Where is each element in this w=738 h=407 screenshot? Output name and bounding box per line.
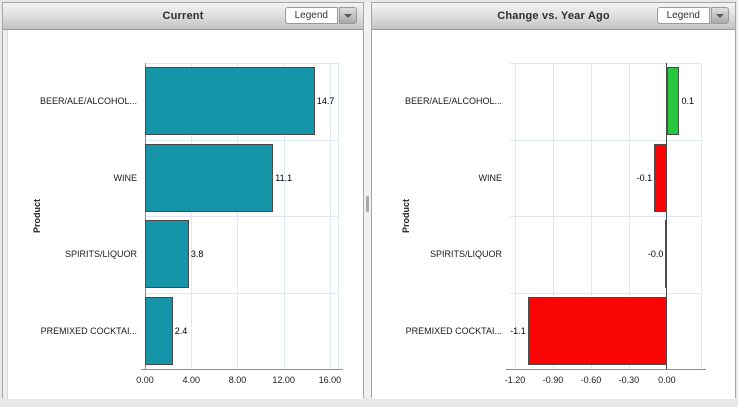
zero-axis-line: [666, 63, 668, 369]
x-tick-label: -0.30: [618, 375, 640, 385]
gridline-h: [145, 216, 338, 217]
x-axis-line: [506, 369, 706, 370]
gridline-h: [145, 63, 338, 64]
bar-premixed-cocktai[interactable]: [527, 296, 667, 365]
gridline-h: [510, 292, 701, 294]
x-tick-label: -1.20: [504, 375, 526, 385]
gridline-v: [237, 63, 239, 369]
value-label: 14.7: [316, 96, 335, 107]
bar-wine[interactable]: [654, 143, 667, 212]
x-tick-label: -0.90: [542, 375, 564, 385]
gridline-h: [145, 292, 338, 294]
category-label: WINE: [113, 172, 138, 183]
y-axis-title: Product: [32, 198, 42, 234]
category-label: PREMIXED COCKTAI...: [40, 325, 137, 336]
panel-current: Current Legend 0.00 4.00 8.00 12.00 16.00 BEE…: [2, 2, 364, 399]
panel-current-header: Current Legend: [3, 3, 363, 30]
gridline-h: [145, 139, 338, 141]
plot-right-edge: [701, 63, 702, 369]
bar-beer-ale-alcohol[interactable]: [145, 67, 315, 136]
zero-axis-line: [144, 63, 146, 369]
x-tick-label: 0.00: [658, 375, 676, 385]
category-label: BEER/ALE/ALCOHOL...: [404, 96, 502, 107]
change-chart: -1.20 -0.90 -0.60 -0.30 0.00 BEER/ALE/ALCOHOL…: [372, 30, 735, 399]
gridline-h: [510, 63, 701, 64]
current-chart: 0.00 4.00 8.00 12.00 16.00 BEER/ALE/ALCOHOL..…: [3, 30, 363, 399]
splitter-grip-icon[interactable]: [366, 196, 369, 212]
legend-button-label[interactable]: Legend: [284, 7, 338, 24]
value-label: 0.1: [681, 96, 694, 107]
gridline-v: [191, 63, 193, 369]
value-label: 3.8: [190, 249, 204, 260]
category-label: WINE: [478, 172, 503, 183]
x-tick-label: 4.00: [182, 375, 200, 385]
plot-right-edge: [338, 63, 339, 369]
gridline-v: [329, 63, 331, 369]
gridline-h: [510, 139, 701, 141]
gridline-v: [515, 63, 517, 369]
value-label: -0.0: [647, 249, 664, 260]
chevron-down-icon[interactable]: [711, 7, 729, 24]
panel-change-vs-year-ago: Change vs. Year Ago Legend -1.20 -0.90 -0.…: [371, 2, 736, 399]
bar-premixed-cocktai[interactable]: [145, 296, 173, 365]
x-tick-label: 8.00: [228, 375, 247, 385]
gridline-v: [628, 63, 630, 369]
value-label: -0.1: [636, 172, 653, 183]
category-label: SPIRITS/LIQUOR: [429, 249, 502, 260]
gridline-v: [590, 63, 592, 369]
gridline-v: [553, 63, 554, 369]
bar-beer-ale-alcohol[interactable]: [666, 67, 680, 136]
chevron-down-icon[interactable]: [339, 7, 357, 24]
bar-wine[interactable]: [145, 143, 274, 212]
value-label: -1.1: [510, 325, 526, 336]
x-axis-line: [141, 369, 343, 370]
bar-spirits-liquor[interactable]: [145, 220, 189, 289]
value-label: 2.4: [174, 325, 188, 336]
panel-title: Current: [162, 10, 204, 22]
gridline-h: [510, 216, 701, 217]
y-axis-title: Product: [401, 198, 411, 234]
chart-left-gutter: [3, 30, 8, 399]
legend-button-label[interactable]: Legend: [656, 7, 710, 24]
value-label: 11.1: [275, 172, 293, 183]
category-label: SPIRITS/LIQUOR: [64, 249, 137, 260]
gridline-v: [283, 63, 285, 369]
legend-dropdown-button[interactable]: Legend: [656, 7, 729, 24]
category-label: PREMIXED COCKTAI...: [405, 325, 502, 336]
x-tick-label: 0.00: [136, 375, 154, 385]
panel-change-header: Change vs. Year Ago Legend: [372, 3, 735, 30]
x-tick-label: 12.00: [272, 375, 295, 385]
legend-dropdown-button[interactable]: Legend: [284, 7, 357, 24]
category-label: BEER/ALE/ALCOHOL...: [39, 96, 137, 107]
panel-title: Change vs. Year Ago: [497, 10, 610, 22]
x-tick-label: 16.00: [318, 375, 342, 385]
x-tick-label: -0.60: [580, 375, 602, 385]
bar-spirits-liquor[interactable]: [665, 220, 668, 289]
panel-splitter[interactable]: [364, 2, 371, 398]
